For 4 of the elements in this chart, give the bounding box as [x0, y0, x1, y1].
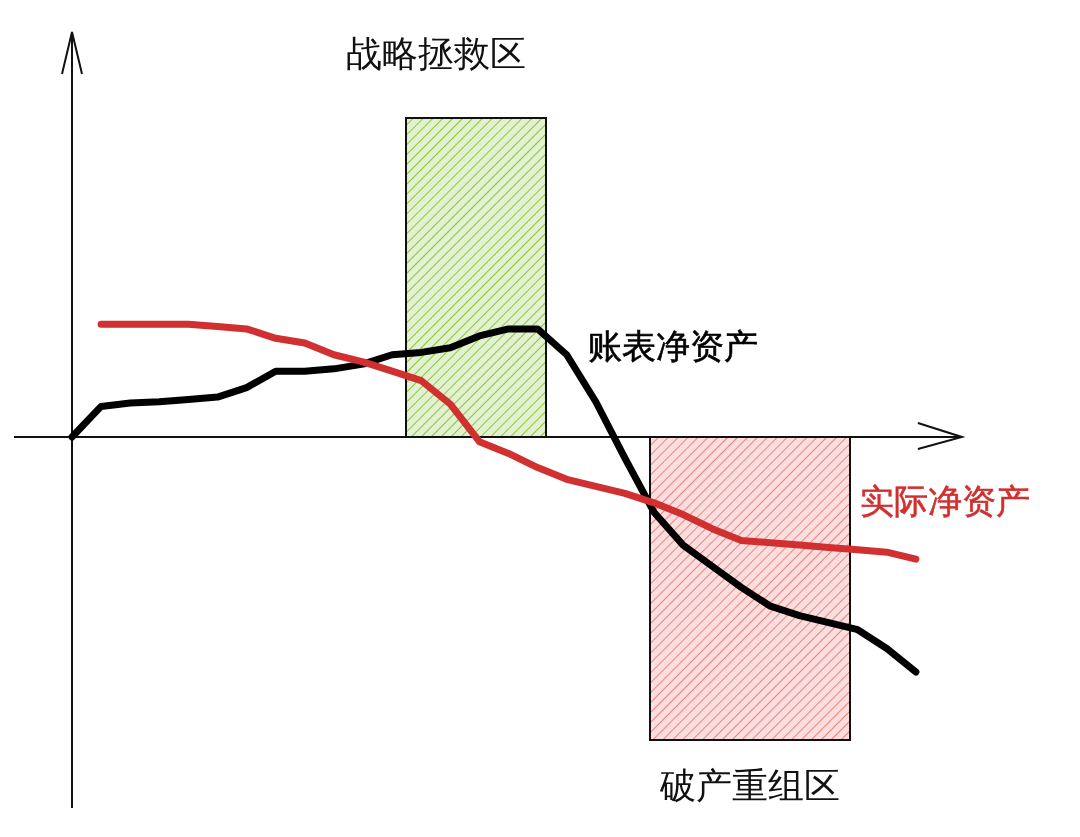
series-label: 实际净资产 [860, 481, 1030, 521]
series-label: 账表净资产 [588, 326, 758, 366]
text: 战略拯救区 [346, 33, 526, 74]
text: 破产重组区 [659, 765, 840, 806]
